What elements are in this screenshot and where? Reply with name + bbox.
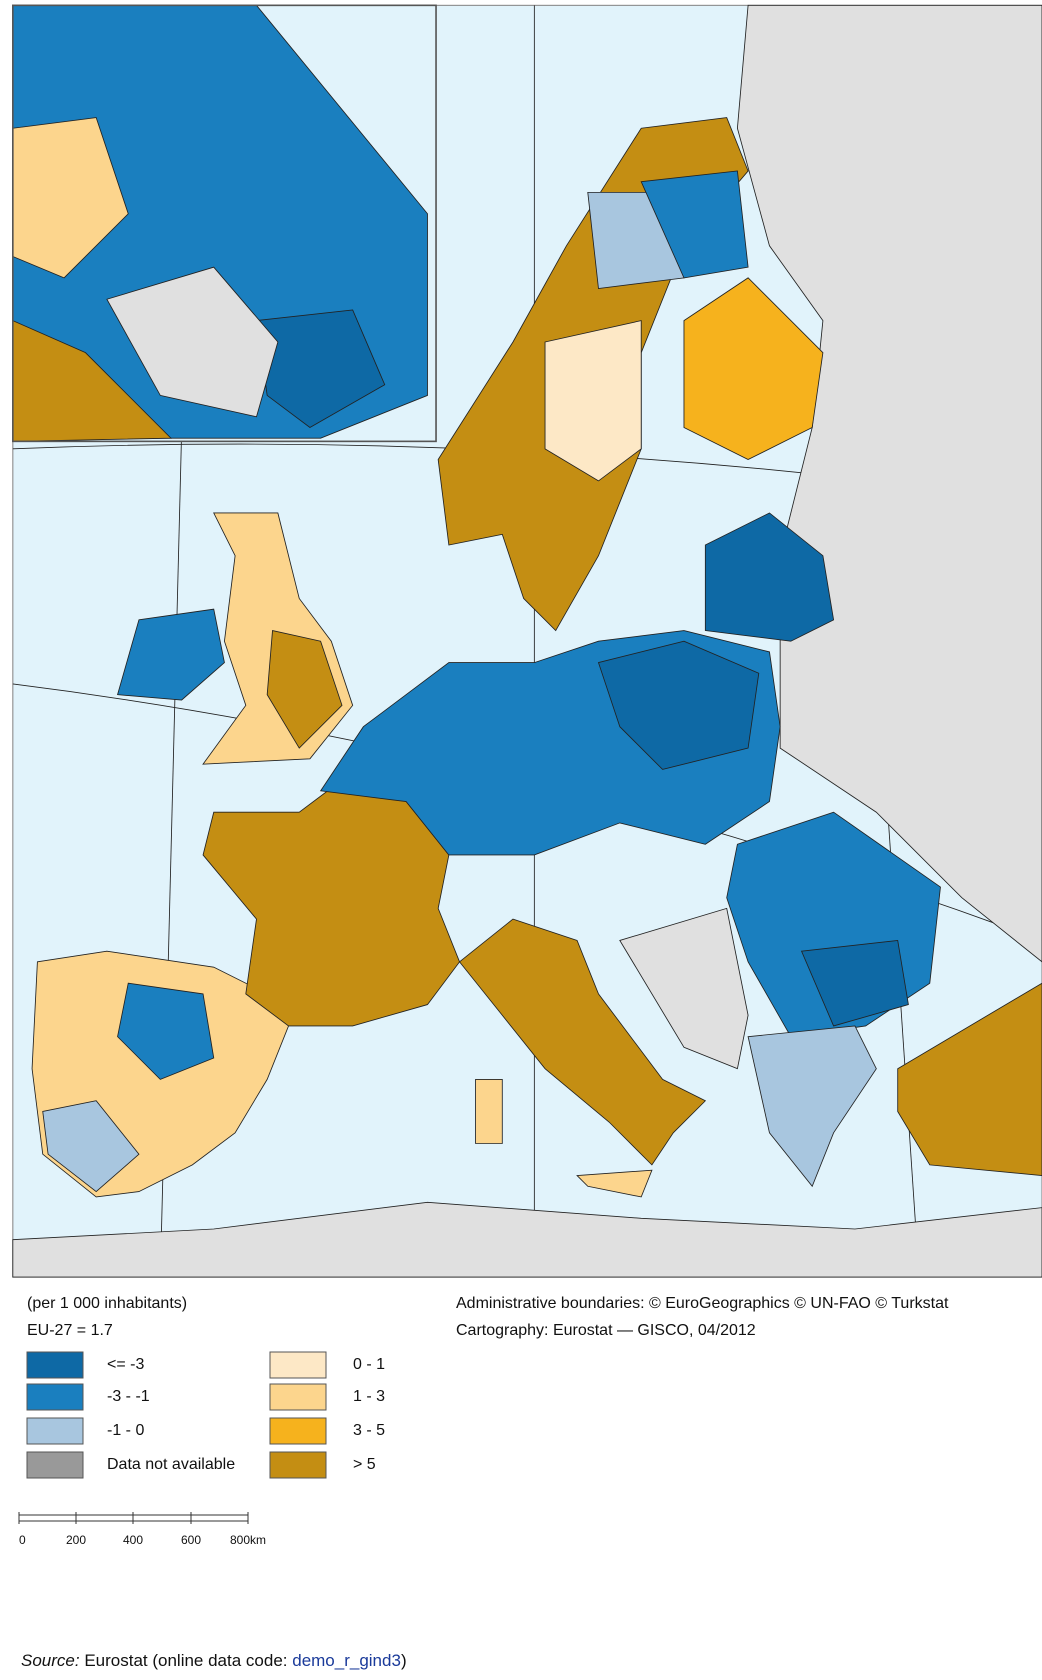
inset-frame bbox=[12, 4, 437, 443]
finland-north bbox=[640, 170, 749, 279]
legend-label: 1 - 3 bbox=[353, 1388, 385, 1405]
source-suffix: ) bbox=[401, 1651, 407, 1670]
inset-land bbox=[106, 266, 279, 418]
iberia-region bbox=[117, 982, 215, 1080]
legend-swatch bbox=[26, 1417, 84, 1445]
scale-label: 0 bbox=[19, 1533, 26, 1547]
map bbox=[12, 4, 1042, 1278]
scale-labels: 0 200 400 600 800km bbox=[19, 1533, 266, 1547]
legend-swatch bbox=[26, 1383, 84, 1411]
source-prefix: Source: bbox=[21, 1651, 80, 1670]
england-region bbox=[266, 630, 343, 749]
eu-average: EU-27 = 1.7 bbox=[27, 1322, 113, 1339]
legend-label: -1 - 0 bbox=[107, 1422, 144, 1439]
poland bbox=[597, 640, 760, 770]
legend: <= -3 -3 - -1 -1 - 0 Data not available 0 - … bbox=[26, 1351, 385, 1479]
legend-swatch bbox=[269, 1351, 327, 1379]
land-balkans bbox=[619, 907, 749, 1070]
greece bbox=[747, 1025, 877, 1188]
turkey bbox=[897, 982, 1042, 1177]
source-text: Eurostat (online data code: bbox=[80, 1651, 293, 1670]
legend-label: > 5 bbox=[353, 1456, 376, 1473]
italy bbox=[458, 918, 707, 1166]
legend-label: Data not available bbox=[107, 1456, 235, 1473]
scale-label: 600 bbox=[181, 1533, 201, 1547]
iberia-region bbox=[42, 1100, 140, 1193]
sicily bbox=[576, 1169, 653, 1198]
credit: Cartography: Eurostat — GISCO, 04/2012 bbox=[456, 1322, 756, 1339]
legend-label: 3 - 5 bbox=[353, 1422, 385, 1439]
legend-swatch bbox=[269, 1383, 327, 1411]
scale-label: 200 bbox=[66, 1533, 86, 1547]
finland bbox=[683, 277, 824, 461]
source: Source: Eurostat (online data code: demo… bbox=[21, 1651, 407, 1670]
scale-bar bbox=[18, 1512, 249, 1524]
legend-label: <= -3 bbox=[107, 1356, 144, 1373]
legend-swatch bbox=[26, 1351, 84, 1379]
bulgaria-region bbox=[800, 939, 909, 1027]
sardinia bbox=[475, 1078, 503, 1144]
sweden-region bbox=[544, 320, 642, 482]
baltic bbox=[704, 512, 835, 642]
source-code: demo_r_gind3 bbox=[292, 1651, 401, 1670]
legend-swatch bbox=[26, 1451, 84, 1479]
legend-title: (per 1 000 inhabitants) bbox=[27, 1295, 187, 1312]
credit: Administrative boundaries: © EuroGeograp… bbox=[456, 1295, 949, 1312]
scale-label: 800km bbox=[230, 1533, 266, 1547]
legend-swatch bbox=[269, 1417, 327, 1445]
legend-label: 0 - 1 bbox=[353, 1356, 385, 1373]
legend-swatch bbox=[269, 1451, 327, 1479]
legend-label: -3 - -1 bbox=[107, 1388, 150, 1405]
ireland bbox=[117, 608, 225, 701]
scale-label: 400 bbox=[123, 1533, 143, 1547]
